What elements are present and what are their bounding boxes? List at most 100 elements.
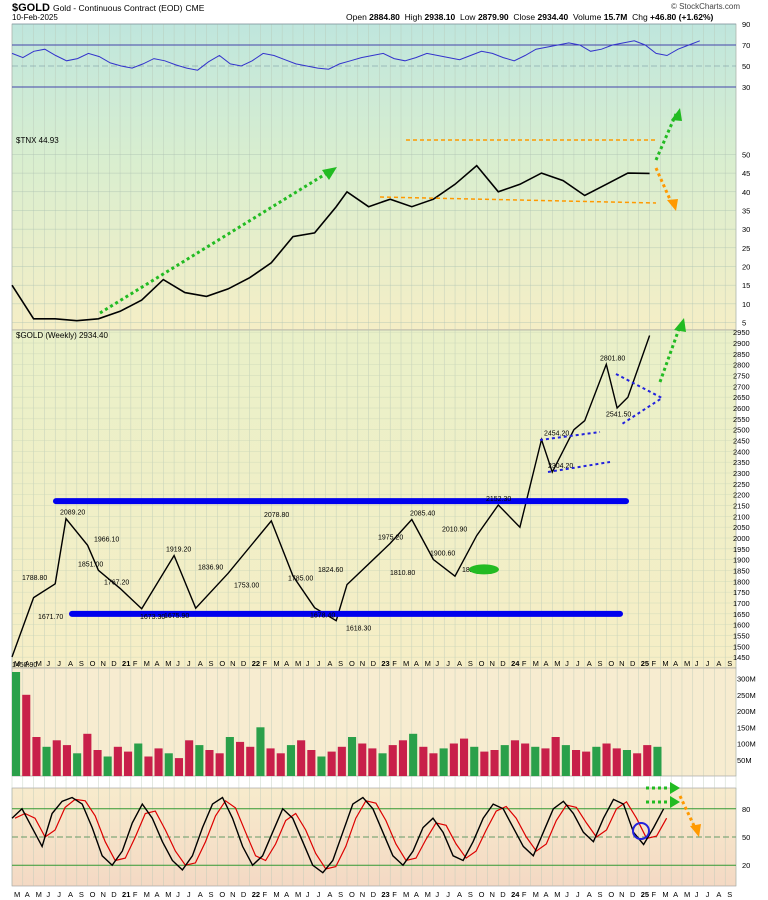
gold-panel-title: $GOLD (Weekly) 2934.40 (16, 331, 108, 340)
exchange: CME (185, 3, 204, 13)
x-tick-label: J (46, 890, 50, 899)
volume-bar (256, 727, 264, 776)
gold-price-label: 1618.30 (346, 626, 371, 633)
x-tick-label: J (317, 890, 321, 899)
x-tick-label: D (630, 659, 636, 668)
volume-bar (155, 748, 163, 776)
volume-bar (562, 745, 570, 776)
gold-price-label: 2078.80 (264, 512, 289, 519)
x-tick-label: D (241, 659, 247, 668)
chg-label: Chg (632, 12, 648, 22)
ohlc-readout: Open 2884.80 High 2938.10 Low 2879.90 Cl… (346, 12, 713, 22)
x-tick-label: A (543, 659, 548, 668)
volume-bar (389, 745, 397, 776)
rsi-y-tick: 50 (742, 62, 750, 71)
tnx-bear-arrow (656, 168, 672, 204)
volume-bar (491, 750, 499, 776)
tnx-bull-arrowhead (671, 108, 682, 121)
stochastic-d-line (15, 799, 667, 869)
volume-bar (633, 753, 641, 776)
volume-bar (643, 745, 651, 776)
volume-bar (124, 752, 132, 776)
volume-bar (144, 757, 152, 777)
tnx-y-tick: 50 (742, 150, 750, 159)
volume-bar (440, 748, 448, 776)
chg-value: +46.80 (+1.62%) (650, 12, 713, 22)
tnx-trend-arrow (100, 170, 332, 313)
volume-y-tick: 150M (737, 723, 756, 732)
x-tick-label: O (608, 659, 614, 668)
volume-value: 15.7M (604, 12, 628, 22)
x-tick-label: J (576, 890, 580, 899)
x-tick-label: D (630, 890, 636, 899)
x-tick-label: M (425, 890, 431, 899)
volume-bar (541, 748, 549, 776)
gold-price-label: 2085.40 (410, 510, 435, 517)
x-tick-label: 23 (381, 659, 389, 668)
stochastic-panel-bg (12, 788, 736, 886)
x-tick-label: F (522, 890, 527, 899)
x-tick-label: N (619, 890, 624, 899)
low-value: 2879.90 (478, 12, 509, 22)
volume-bar (297, 740, 305, 776)
x-tick-label: J (565, 659, 569, 668)
volume-bar (195, 745, 203, 776)
x-tick-label: 24 (511, 659, 520, 668)
gold-price-label: 2304.20 (548, 463, 573, 470)
x-tick-label: N (100, 659, 105, 668)
x-tick-label: S (338, 890, 343, 899)
x-tick-label: M (662, 890, 668, 899)
stochastic-y-tick: 50 (742, 833, 750, 842)
tnx-panel-title: $TNX 44.93 (16, 136, 59, 145)
x-tick-label: M (273, 890, 279, 899)
volume-bar (358, 744, 366, 777)
x-tick-label: M (533, 659, 539, 668)
gold-y-tick: 2050 (733, 523, 750, 532)
gold-price-label: 2010.90 (442, 527, 467, 534)
gold-y-tick: 2700 (733, 382, 750, 391)
tnx-series-line (12, 166, 650, 321)
x-tick-label: F (263, 890, 268, 899)
x-tick-label: M (165, 890, 171, 899)
volume-bar (399, 740, 407, 776)
x-tick-label: O (479, 890, 485, 899)
gold-y-tick: 1950 (733, 545, 750, 554)
x-tick-label: D (111, 659, 117, 668)
volume-bar (328, 752, 336, 776)
chart-header: $GOLD Gold - Continuous Contract (EOD) C… (0, 0, 768, 24)
volume-bar (53, 740, 61, 776)
volume-bar (368, 748, 376, 776)
x-tick-label: A (457, 890, 462, 899)
x-tick-label: F (652, 659, 657, 668)
x-tick-label: J (306, 659, 310, 668)
open-value: 2884.80 (369, 12, 400, 22)
gold-price-label: 1678.40 (310, 613, 335, 620)
x-tick-label: O (90, 890, 96, 899)
x-tick-label: 23 (381, 890, 389, 899)
gold-y-tick: 2350 (733, 458, 750, 467)
x-tick-label: O (608, 890, 614, 899)
volume-bar (134, 744, 142, 777)
tnx-y-tick: 35 (742, 206, 750, 215)
x-tick-label: A (673, 890, 678, 899)
volume-bar (277, 753, 285, 776)
x-tick-label: O (90, 659, 96, 668)
x-tick-label: O (349, 659, 355, 668)
volume-bar (32, 737, 40, 776)
x-tick-label: M (425, 659, 431, 668)
x-tick-label: M (403, 659, 409, 668)
volume-bar (460, 739, 468, 776)
volume-bar (94, 750, 102, 776)
gold-y-tick: 2400 (733, 447, 750, 456)
gold-price-label: 1673.30 (140, 614, 165, 621)
triangle-pattern (616, 374, 662, 424)
volume-bar (521, 744, 529, 777)
x-tick-label: O (479, 659, 485, 668)
gold-y-tick: 2000 (733, 534, 750, 543)
x-tick-label: A (68, 890, 73, 899)
gold-2023-low-marker (469, 564, 499, 574)
volume-bar (429, 753, 437, 776)
gold-price-label: 1824.60 (318, 567, 343, 574)
gold-y-tick: 1800 (733, 577, 750, 586)
